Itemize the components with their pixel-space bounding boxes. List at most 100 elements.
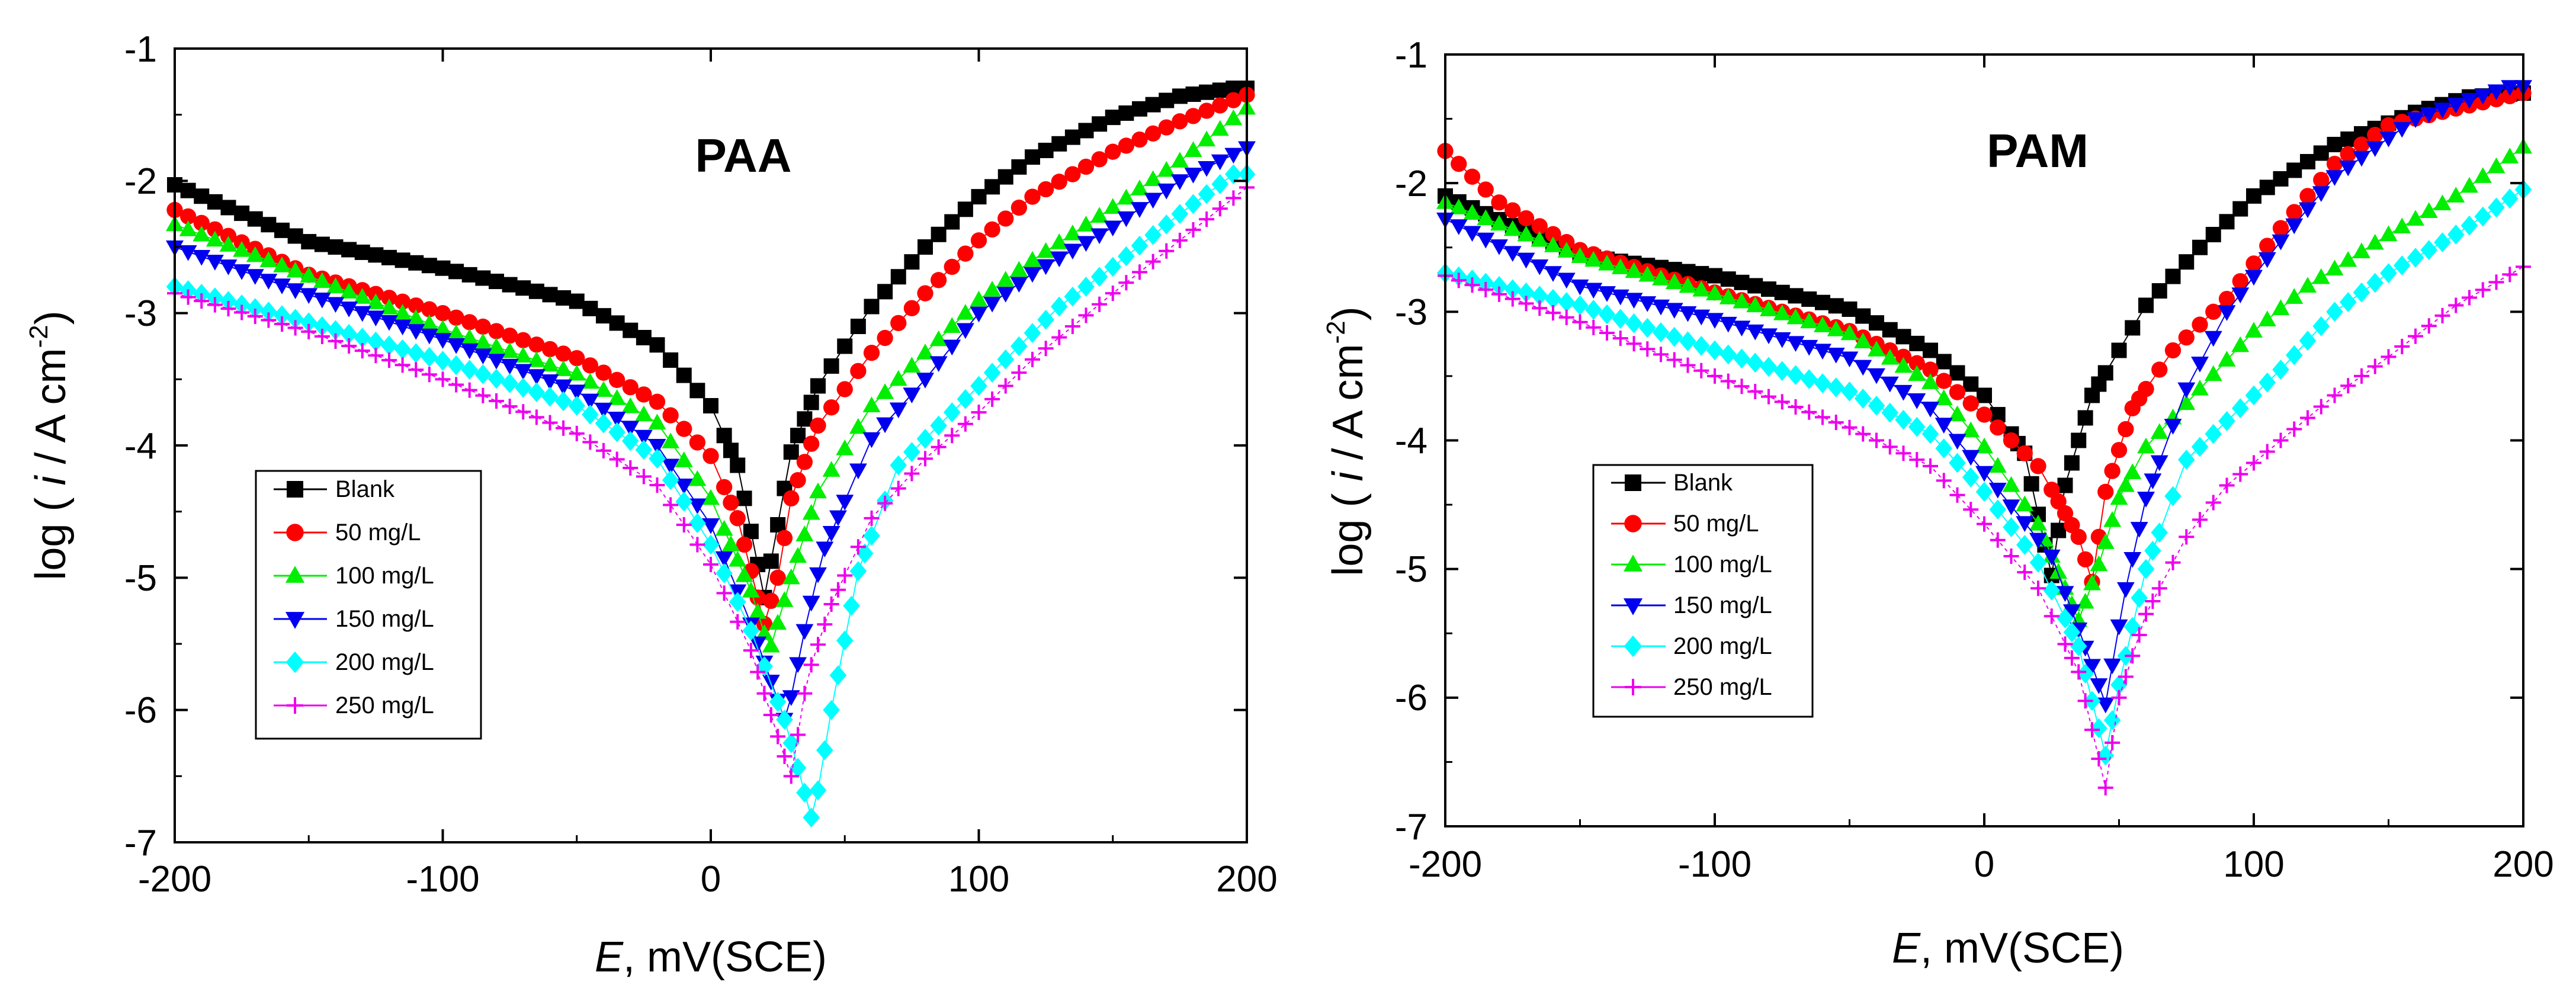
- data-point: [2353, 136, 2370, 153]
- data-point: [1157, 161, 1176, 177]
- data-point: [567, 384, 586, 401]
- data-point: [380, 315, 398, 331]
- data-point: [1975, 437, 1993, 454]
- data-point: [1172, 232, 1188, 248]
- data-point: [582, 404, 599, 425]
- data-point: [461, 382, 477, 398]
- data-point: [2049, 563, 2068, 579]
- data-point: [1948, 434, 1967, 450]
- data-point: [285, 566, 305, 583]
- data-point: [1010, 277, 1028, 293]
- data-point: [2339, 251, 2357, 267]
- data-point: [1118, 246, 1135, 267]
- data-point: [2083, 574, 2101, 591]
- data-point: [736, 490, 752, 506]
- data-point: [194, 293, 210, 309]
- data-point: [2096, 533, 2115, 549]
- data-point: [689, 383, 705, 399]
- data-point: [836, 439, 854, 456]
- data-point: [1477, 232, 1495, 249]
- data-point: [528, 382, 546, 403]
- data-point: [1679, 277, 1697, 293]
- data-point: [2434, 232, 2451, 252]
- data-point: [931, 439, 947, 455]
- data-point: [2420, 107, 2438, 124]
- data-point: [1895, 348, 1912, 365]
- data-point: [2487, 84, 2506, 101]
- data-point: [675, 492, 693, 512]
- data-point: [2460, 177, 2478, 193]
- data-point: [301, 323, 317, 339]
- data-point: [715, 551, 733, 567]
- data-point: [1544, 266, 1562, 282]
- data-point: [2393, 255, 2411, 276]
- data-point: [273, 256, 291, 272]
- data-point: [2340, 378, 2356, 394]
- data-point: [823, 358, 839, 374]
- data-point: [1105, 110, 1121, 126]
- data-point: [1024, 267, 1041, 283]
- data-point: [2354, 368, 2369, 384]
- data-point: [2258, 310, 2276, 326]
- data-point: [776, 710, 793, 730]
- data-point: [1882, 322, 1898, 338]
- data-point: [2090, 718, 2107, 739]
- data-point: [1679, 306, 1697, 322]
- data-point: [2447, 224, 2465, 245]
- data-point: [649, 477, 665, 493]
- data-point: [2150, 423, 2168, 439]
- data-point: [261, 312, 277, 328]
- data-point: [1773, 361, 1791, 381]
- data-point: [2016, 495, 2034, 512]
- legend-label: 250 mg/L: [335, 692, 434, 718]
- data-point: [527, 369, 546, 385]
- data-point: [1977, 387, 1992, 403]
- data-point: [1908, 355, 1925, 371]
- data-point: [1734, 274, 1750, 290]
- data-point: [220, 301, 236, 317]
- data-point: [823, 399, 840, 416]
- data-point: [502, 399, 518, 415]
- data-point: [582, 300, 598, 316]
- data-point: [326, 277, 345, 294]
- data-point: [1531, 286, 1548, 306]
- data-point: [2097, 365, 2113, 381]
- data-point: [2064, 455, 2080, 471]
- data-point: [2246, 188, 2261, 204]
- data-point: [971, 189, 987, 205]
- y-tick-label: -1: [1395, 35, 1427, 76]
- legend: Blank 50 mg/L 100 mg/L 150 mg/L 200 mg/L…: [1592, 464, 1814, 718]
- data-point: [1103, 220, 1122, 237]
- data-point: [274, 222, 290, 238]
- data-point: [1652, 270, 1670, 286]
- data-point: [2326, 155, 2343, 172]
- data-point: [247, 211, 263, 227]
- data-point: [1787, 365, 1804, 386]
- data-point: [1949, 384, 1966, 400]
- data-point: [380, 335, 398, 356]
- data-point: [261, 217, 277, 233]
- data-point: [2076, 592, 2094, 609]
- data-point: [702, 518, 720, 534]
- data-point: [877, 495, 893, 511]
- data-point: [435, 371, 451, 387]
- data-point: [367, 310, 385, 326]
- data-point: [2104, 463, 2121, 479]
- data-point: [1064, 129, 1080, 145]
- data-point: [2205, 227, 2221, 243]
- data-point: [447, 355, 465, 376]
- data-point: [769, 569, 786, 586]
- x-tick-label: -100: [406, 859, 479, 900]
- data-point: [1774, 394, 1790, 410]
- data-point: [2434, 307, 2450, 323]
- data-point: [2110, 619, 2128, 636]
- data-point: [528, 336, 545, 353]
- data-point: [1503, 220, 1522, 236]
- data-point: [2299, 202, 2317, 219]
- data-point: [1988, 482, 2007, 499]
- data-point: [944, 258, 960, 275]
- data-point: [1624, 635, 1643, 657]
- data-point: [1558, 292, 1576, 312]
- data-point: [1051, 174, 1067, 190]
- data-point: [2003, 517, 2020, 537]
